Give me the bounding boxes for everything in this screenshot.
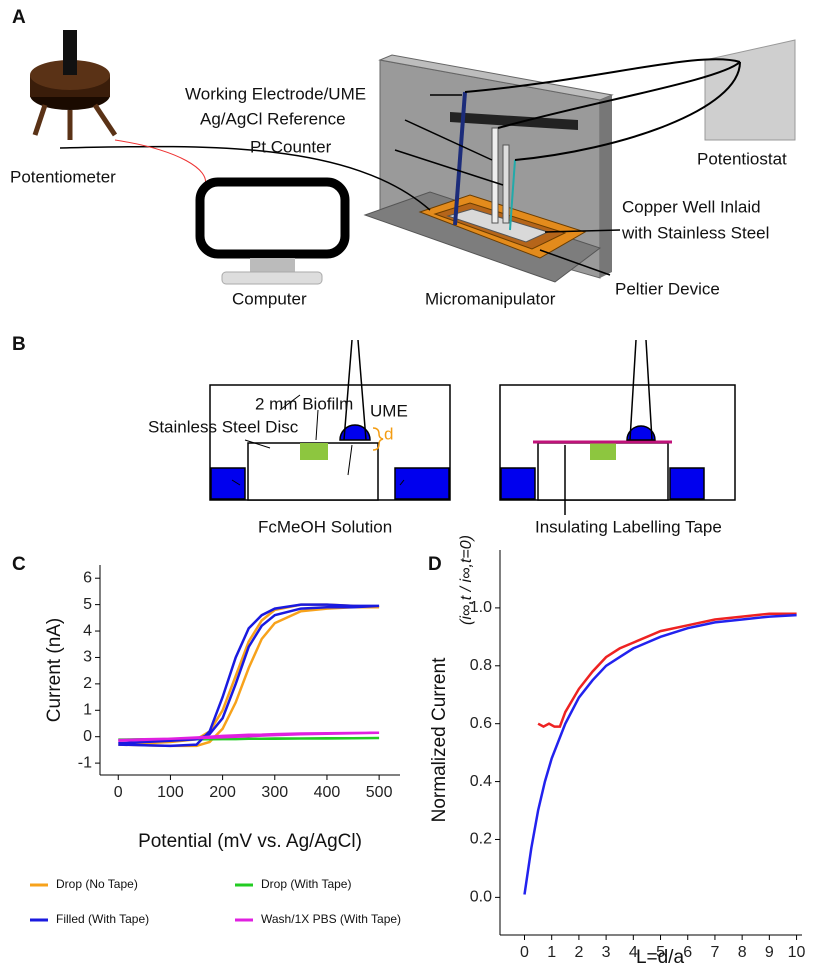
- x-tick-label: 200: [209, 784, 236, 801]
- y-tick-label: 0.4: [470, 773, 492, 790]
- x-tick-label: 10: [788, 944, 806, 961]
- y-axis-label: Normalized Current: [429, 657, 450, 822]
- x-tick-label: 9: [765, 944, 774, 961]
- y-tick-label: 0.0: [470, 889, 492, 906]
- panel-label: B: [12, 334, 26, 355]
- x-axis-label: L=d/a: [636, 947, 685, 968]
- panel-a-drawing: [30, 30, 796, 285]
- label: FcMeOH Solution: [258, 517, 392, 536]
- label: Pt Counter: [250, 137, 332, 156]
- panel-label: A: [12, 7, 26, 28]
- y-tick-label: 0: [83, 728, 92, 745]
- label: Computer: [232, 289, 307, 308]
- x-tick-label: 4: [629, 944, 638, 961]
- label: Working Electrode/UME: [185, 84, 366, 103]
- series-line: [523, 613, 797, 895]
- series-line: [537, 612, 797, 729]
- y-tick-label: 1: [83, 702, 92, 719]
- legend-label: Drop (No Tape): [56, 877, 138, 891]
- series-line: [118, 736, 380, 742]
- label: Potentiometer: [10, 167, 116, 186]
- legend-label: Filled (With Tape): [56, 912, 149, 926]
- x-tick-label: 1: [547, 944, 556, 961]
- label: with Stainless Steel: [621, 223, 769, 242]
- x-tick-label: 6: [683, 944, 692, 961]
- y-tick-label: 3: [83, 649, 92, 666]
- panel-label: C: [12, 554, 26, 575]
- panel-label: D: [428, 554, 442, 575]
- y-tick-label: 4: [83, 622, 92, 639]
- x-tick-label: 0: [520, 944, 529, 961]
- x-tick-label: 300: [261, 784, 288, 801]
- x-tick-label: 8: [738, 944, 747, 961]
- y-tick-label: 6: [83, 569, 92, 586]
- y-tick-label: 5: [83, 596, 92, 613]
- label: Copper Well Inlaid: [622, 197, 761, 216]
- x-tick-label: 3: [602, 944, 611, 961]
- x-axis-label: Potential (mV vs. Ag/AgCl): [138, 831, 362, 852]
- x-tick-label: 500: [366, 784, 393, 801]
- label: Insulating Labelling Tape: [535, 517, 722, 536]
- y-axis-formula: (i∞,t / i∞,t=0): [458, 535, 475, 625]
- panel-b-drawing: [209, 339, 736, 515]
- x-tick-label: 5: [656, 944, 665, 961]
- legend-label: Wash/1X PBS (With Tape): [261, 912, 401, 926]
- y-tick-label: 1.0: [470, 599, 492, 616]
- label: Peltier Device: [615, 279, 720, 298]
- y-tick-label: -1: [78, 754, 92, 771]
- y-tick-label: 0.2: [470, 831, 492, 848]
- series-line: [118, 603, 380, 748]
- series-line: [118, 603, 380, 748]
- series-line: [118, 731, 380, 742]
- label: Potentiostat: [697, 149, 787, 168]
- x-tick-label: 0: [114, 784, 123, 801]
- label: UME: [370, 401, 408, 420]
- x-tick-label: 100: [157, 784, 184, 801]
- x-tick-label: 7: [710, 944, 719, 961]
- label: Stainless Steel Disc: [148, 417, 299, 436]
- y-tick-label: 0.6: [470, 715, 492, 732]
- legend-label: Drop (With Tape): [261, 877, 351, 891]
- y-axis-label: Current (nA): [44, 618, 65, 723]
- y-tick-label: 2: [83, 675, 92, 692]
- y-tick-label: 0.8: [470, 657, 492, 674]
- x-tick-label: 400: [314, 784, 341, 801]
- label: d: [384, 424, 393, 443]
- label: Ag/AgCl Reference: [200, 109, 346, 128]
- label: Micromanipulator: [425, 289, 556, 308]
- label: 2 mm Biofilm: [255, 394, 353, 413]
- x-tick-label: 2: [574, 944, 583, 961]
